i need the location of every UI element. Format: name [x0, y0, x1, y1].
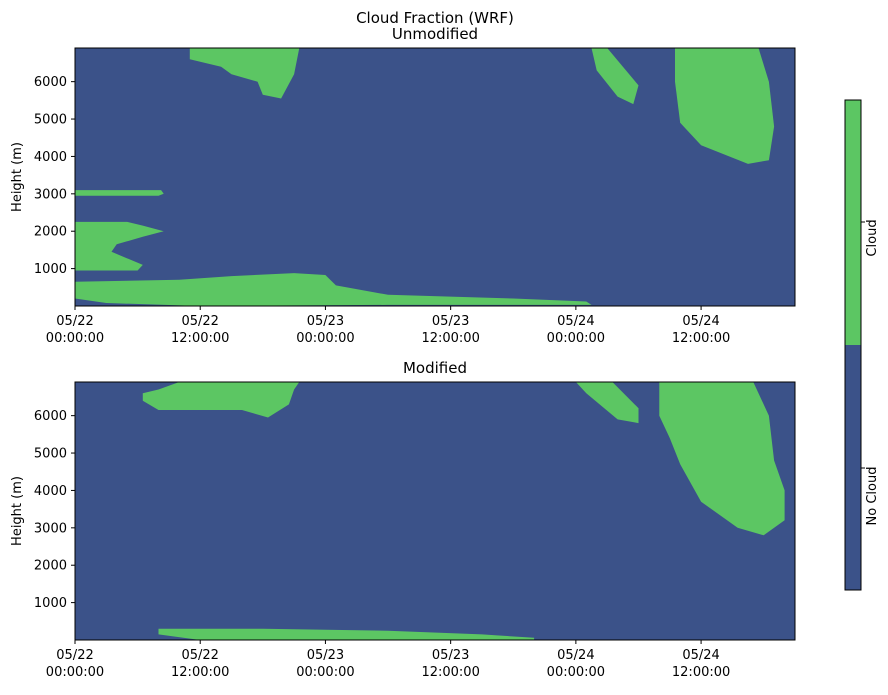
- y-tick-label: 3000: [34, 187, 67, 202]
- cloud-region: [189, 48, 300, 99]
- x-ticks: 05/22 00:00:00 05/22 12:00:00 05/23 00:00:00 0…: [46, 640, 730, 680]
- cloud-region: [142, 382, 300, 418]
- y-tick-label: 4000: [34, 484, 67, 499]
- colorbar: Cloud No Cloud: [844, 99, 880, 591]
- x-tick-label: 05/23 12:00:00: [421, 314, 479, 346]
- y-tick-label: 5000: [34, 113, 67, 128]
- cloud-region: [75, 221, 164, 271]
- y-tick-label: 2000: [34, 225, 67, 240]
- panel-title: Unmodified: [392, 25, 478, 43]
- y-axis-label: Height (m): [10, 142, 25, 212]
- cloud-region: [675, 48, 775, 164]
- colorbar-frame: [844, 99, 862, 591]
- y-axis-label: Height (m): [10, 476, 25, 546]
- x-tick-label: 05/24 12:00:00: [672, 648, 730, 680]
- x-tick-label: 05/24 00:00:00: [547, 314, 605, 346]
- colorbar-label-cloud: Cloud: [865, 219, 880, 256]
- x-tick-label: 05/22 00:00:00: [46, 648, 104, 680]
- y-tick-label: 2000: [34, 559, 67, 574]
- x-tick-label: 05/23 00:00:00: [296, 314, 354, 346]
- cloud-region: [591, 48, 639, 105]
- y-tick-label: 3000: [34, 521, 67, 536]
- x-tick-label: 05/23 00:00:00: [296, 648, 354, 680]
- colorbar-cloud-segment: [845, 100, 861, 345]
- y-tick-label: 4000: [34, 150, 67, 165]
- cloud-region: [75, 273, 592, 306]
- panel-title: Modified: [403, 359, 467, 377]
- colorbar-no-cloud-segment: [845, 345, 861, 590]
- plot-frame: [74, 47, 796, 307]
- panel-modified: Modified Height (m) 1000 2000 3000 4000 5000…: [10, 359, 796, 680]
- cloud-region: [659, 382, 785, 536]
- panel-unmodified: Unmodified Height (m) 1000 2000 3000 4000 50…: [10, 25, 796, 346]
- cloud-region: [575, 382, 639, 424]
- plot-frame: [74, 381, 796, 641]
- cloud-regions: [75, 48, 775, 306]
- y-tick-label: 6000: [34, 75, 67, 90]
- y-tick-label: 1000: [34, 262, 67, 277]
- cloud-regions: [142, 382, 785, 640]
- cloud-region: [158, 628, 535, 640]
- x-ticks: 05/22 00:00:00 05/22 12:00:00 05/23 00:00:00 0…: [46, 306, 730, 346]
- y-tick-label: 6000: [34, 409, 67, 424]
- plot-area-background: [75, 48, 795, 306]
- x-tick-label: 05/22 12:00:00: [171, 648, 229, 680]
- y-tick-label: 5000: [34, 447, 67, 462]
- x-tick-label: 05/22 00:00:00: [46, 314, 104, 346]
- figure-title: Cloud Fraction (WRF): [356, 9, 514, 27]
- x-tick-label: 05/22 12:00:00: [171, 314, 229, 346]
- colorbar-label-no-cloud: No Cloud: [865, 467, 880, 526]
- y-tick-label: 1000: [34, 596, 67, 611]
- y-ticks: 1000 2000 3000 4000 5000 6000: [34, 409, 75, 611]
- x-tick-label: 05/23 12:00:00: [421, 648, 479, 680]
- cloud-region: [75, 190, 164, 196]
- x-tick-label: 05/24 12:00:00: [672, 314, 730, 346]
- y-ticks: 1000 2000 3000 4000 5000 6000: [34, 75, 75, 277]
- x-tick-label: 05/24 00:00:00: [547, 648, 605, 680]
